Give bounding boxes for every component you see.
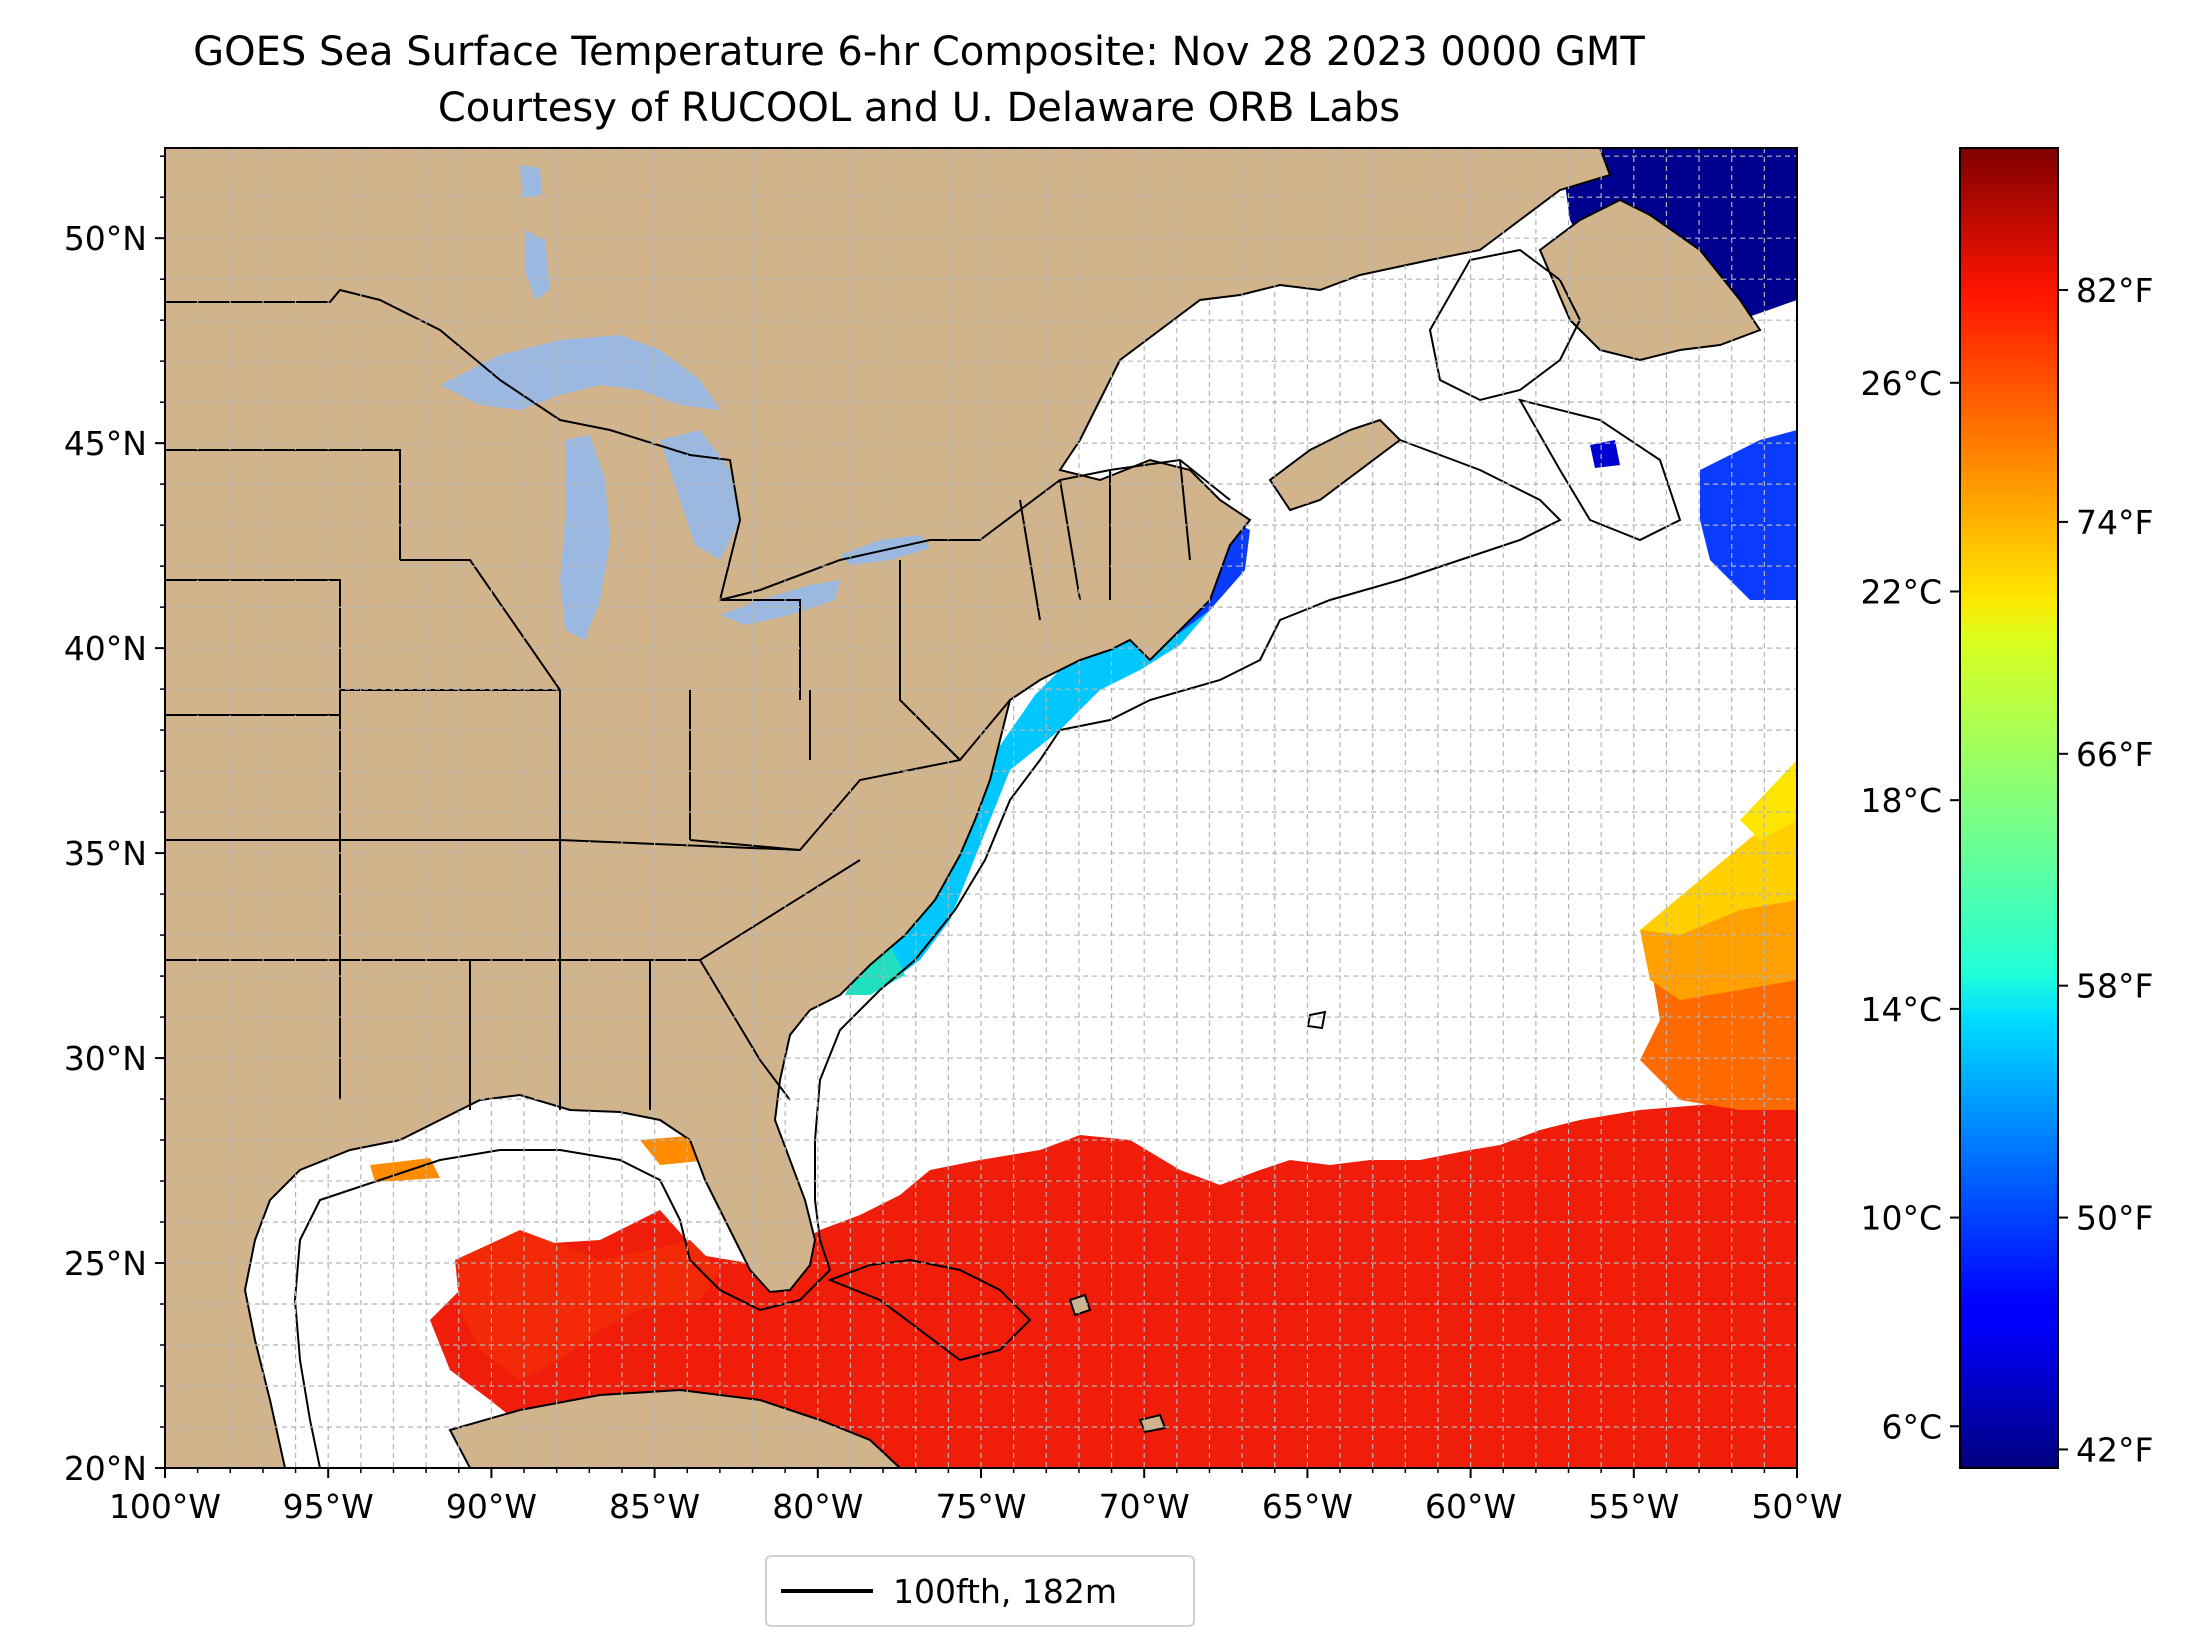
bahamas-land (1068, 1293, 1167, 1434)
x-tick-label: 85°W (609, 1487, 700, 1526)
x-tick-label: 50°W (1751, 1487, 1842, 1526)
x-tick-label: 80°W (772, 1487, 863, 1526)
x-tick-label: 90°W (446, 1487, 537, 1526)
x-tick-label: 55°W (1588, 1487, 1679, 1526)
sst-yellow-north (1740, 760, 1797, 840)
land (165, 148, 1762, 1468)
figure-title: GOES Sea Surface Temperature 6-hr Compos… (193, 29, 1645, 75)
y-tick-label: 30°N (64, 1039, 147, 1078)
x-tick-label: 60°W (1425, 1487, 1516, 1526)
lake-michigan (560, 435, 610, 640)
x-axis: 100°W 95°W 90°W 85°W 80°W 75°W 70°W 65°W 60°W 55°… (109, 1468, 1843, 1526)
y-tick-label: 45°N (64, 424, 147, 463)
x-tick-label: 100°W (109, 1487, 221, 1526)
sst-shelf-cyan (855, 600, 1210, 995)
y-tick-label: 35°N (64, 834, 147, 873)
colorbar-f-label: 74°F (2076, 503, 2153, 542)
colorbar-gradient (1959, 147, 2059, 1469)
legend-label: 100fth, 182m (893, 1571, 1117, 1611)
x-tick-label: 75°W (935, 1487, 1026, 1526)
y-tick-label: 20°N (64, 1449, 147, 1488)
sst-grand-banks-blue (1590, 440, 1620, 468)
sst-gulf-red (455, 1230, 720, 1380)
x-tick-label: 95°W (283, 1487, 374, 1526)
cuba-land (448, 1388, 902, 1468)
colorbar-f-label: 66°F (2076, 735, 2153, 774)
figure-subtitle: Courtesy of RUCOOL and U. Delaware ORB L… (437, 85, 1401, 131)
y-axis: 20°N 25°N 30°N 35°N 40°N 45°N 50°N (64, 155, 165, 1488)
legend-line-swatch (781, 1589, 873, 1593)
sst-subtropical-red (430, 1095, 1797, 1468)
colorbar-f-label: 82°F (2076, 271, 2153, 310)
isobath-100fth (293, 248, 1682, 1468)
gridlines (165, 148, 1797, 1468)
colorbar: 6°C 10°C 14°C 18°C 22°C 26°C 42°F 50°F 58°F 66°F… (1860, 147, 2153, 1469)
colorbar-c-label: 6°C (1881, 1407, 1942, 1446)
colorbar-c-label: 26°C (1860, 364, 1942, 403)
colorbar-f-label: 58°F (2076, 967, 2153, 1006)
colorbar-c-label: 22°C (1860, 572, 1942, 611)
colorbar-celsius-axis: 6°C 10°C 14°C 18°C 22°C 26°C (1860, 364, 1960, 1446)
legend: 100fth, 182m (765, 1555, 1195, 1627)
colorbar-fahrenheit-axis: 42°F 50°F 58°F 66°F 74°F 82°F (2058, 271, 2153, 1469)
colorbar-c-label: 18°C (1860, 781, 1942, 820)
x-tick-label: 65°W (1262, 1487, 1353, 1526)
colorbar-f-label: 50°F (2076, 1199, 2153, 1238)
y-tick-label: 50°N (64, 219, 147, 258)
lake-superior (440, 335, 720, 410)
lake-winnipeg (525, 230, 550, 300)
sst-scotian-blue (1700, 430, 1797, 600)
colorbar-c-label: 10°C (1860, 1199, 1942, 1238)
colorbar-f-label: 42°F (2076, 1430, 2153, 1469)
sst-gulf-orange-patch-2 (370, 1158, 440, 1182)
lake-nipigon (520, 165, 542, 198)
y-tick-label: 25°N (64, 1244, 147, 1283)
x-tick-label: 70°W (1099, 1487, 1190, 1526)
colorbar-c-label: 14°C (1860, 990, 1942, 1029)
map-panel (165, 148, 1797, 1468)
y-tick-label: 40°N (64, 629, 147, 668)
state-borders (165, 449, 1191, 1110)
lake-erie (720, 580, 840, 625)
